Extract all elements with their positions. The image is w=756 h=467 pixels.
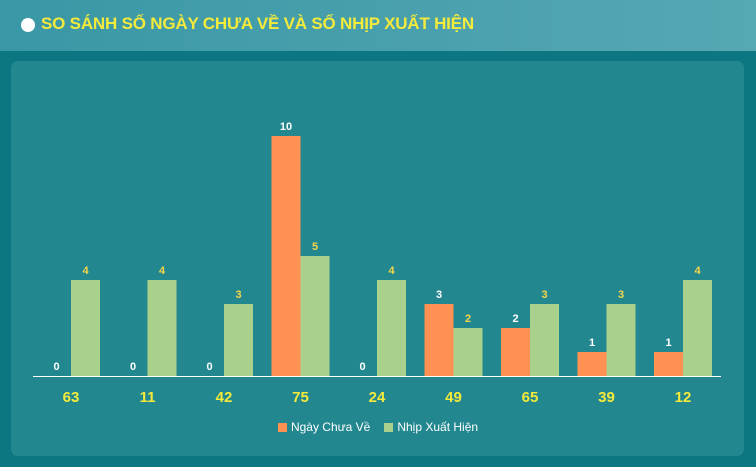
bar-series-2-11 [147,280,177,376]
legend-swatch-series-1 [277,422,287,432]
x-tick-label-65: 65 [522,389,539,406]
legend-item-series-1[interactable]: Ngày Chưa Về [277,420,371,434]
bar-series-1-39 [577,352,607,376]
x-tick-label-42: 42 [216,389,233,406]
bullet-icon [21,18,35,32]
data-label-series-2-65: 3 [541,289,547,301]
bar-series-1-65 [501,328,530,376]
bar-series-2-49 [453,328,483,376]
bar-series-1-12 [654,352,683,376]
bar-series-2-63 [71,280,100,376]
chart-panel [11,61,744,456]
bar-series-2-24 [377,280,406,376]
bar-series-2-75 [300,256,330,376]
data-label-series-2-12: 4 [694,265,701,277]
x-tick-label-24: 24 [369,389,386,406]
data-label-series-1-65: 2 [512,313,518,325]
x-tick-label-39: 39 [598,389,615,406]
data-label-series-2-42: 3 [235,289,241,301]
bar-series-1-75 [271,136,301,376]
data-label-series-2-75: 5 [312,241,318,253]
header-bar: SO SÁNH SỐ NGÀY CHƯA VỀ VÀ SỐ NHỊP XUẤT … [0,0,756,51]
x-tick-label-12: 12 [675,389,692,406]
data-label-series-1-11: 0 [130,361,136,373]
legend-label-series-1: Ngày Chưa Về [290,420,371,434]
bar-series-2-42 [224,304,253,376]
data-label-series-2-63: 4 [82,265,89,277]
bar-series-2-39 [606,304,636,376]
data-label-series-1-12: 1 [665,337,671,349]
x-tick-label-11: 11 [140,389,156,406]
data-label-series-2-11: 4 [159,265,166,277]
bar-series-1-49 [424,304,454,376]
bar-series-2-12 [683,280,712,376]
data-label-series-1-39: 1 [589,337,595,349]
data-label-series-1-49: 3 [436,289,442,301]
page-title: SO SÁNH SỐ NGÀY CHƯA VỀ VÀ SỐ NHỊP XUẤT … [41,14,474,33]
legend-swatch-series-2 [384,422,394,432]
data-label-series-1-42: 0 [206,361,212,373]
data-label-series-1-75: 10 [280,121,292,133]
legend-item-series-2[interactable]: Nhịp Xuất Hiện [384,420,478,434]
x-tick-label-49: 49 [445,389,462,406]
data-label-series-1-24: 0 [359,361,365,373]
data-label-series-2-24: 4 [388,265,395,277]
chart-legend: Ngày Chưa Về Nhịp Xuất Hiện [0,420,756,434]
bar-series-2-65 [530,304,559,376]
legend-label-series-2: Nhịp Xuất Hiện [397,420,479,434]
data-label-series-2-49: 2 [465,313,471,325]
data-label-series-1-63: 0 [53,361,59,373]
data-label-series-2-39: 3 [618,289,624,301]
x-tick-label-63: 63 [63,389,80,406]
x-tick-label-75: 75 [292,389,309,406]
